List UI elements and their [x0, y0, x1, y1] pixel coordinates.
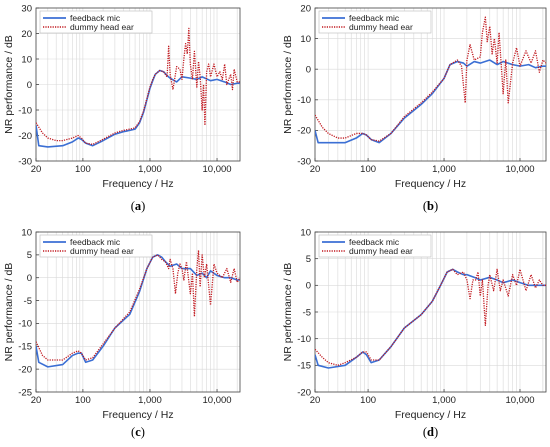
legend-box	[318, 10, 432, 34]
plot-frame	[35, 231, 241, 393]
legend-label: dummy head ear	[349, 22, 413, 32]
chart-panel-a: -30 -20 -10 0 10 20 30 20 100 1,000 10,000 Frequenc…	[3, 3, 241, 213]
x-tick-label: 1,000	[432, 395, 456, 406]
y-tick-label: -15	[297, 361, 311, 372]
legend-label: dummy head ear	[70, 246, 134, 256]
panel-label: (c)	[131, 425, 145, 439]
panel-letter: c	[135, 425, 141, 439]
y-tick-label: 5	[27, 250, 32, 261]
x-tick-label: 10,000	[203, 395, 232, 406]
y-tick-label: 0	[27, 273, 32, 284]
plot-frame	[314, 7, 547, 162]
x-tick-label: 20	[310, 395, 321, 406]
series-line-dummy-head-ear	[36, 27, 240, 146]
series-line-dummy-head-ear	[36, 249, 240, 361]
x-tick-label: 1,000	[138, 164, 162, 175]
x-axis-title: Frequency / Hz	[395, 409, 466, 421]
y-tick-label: -20	[18, 131, 32, 142]
y-tick-label: 0	[306, 65, 311, 76]
y-axis-title: NR performance / dB	[282, 35, 294, 134]
x-axis-title: Frequency / Hz	[102, 409, 173, 421]
y-tick-label: 10	[21, 54, 32, 65]
y-tick-label: -20	[18, 364, 32, 375]
x-tick-label: 100	[360, 164, 376, 175]
legend-label: feedback mic	[70, 13, 121, 23]
x-tick-label: 10,000	[505, 164, 534, 175]
legend-box	[39, 234, 153, 258]
panel-label: (d)	[423, 425, 438, 439]
y-axis-title: NR performance / dB	[282, 263, 294, 362]
x-tick-label: 100	[75, 395, 91, 406]
x-tick-label: 100	[360, 395, 376, 406]
y-tick-label: 0	[27, 80, 32, 91]
y-tick-label: -25	[18, 387, 32, 398]
legend-box	[318, 234, 432, 258]
y-tick-label: -20	[297, 126, 311, 137]
y-axis-title: NR performance / dB	[3, 35, 15, 134]
panel-letter: d	[427, 425, 434, 439]
y-tick-label: 10	[21, 227, 32, 238]
panel-letter: a	[135, 199, 142, 213]
x-axis-title: Frequency / Hz	[102, 178, 173, 190]
series-line-dummy-head-ear	[315, 16, 546, 142]
x-tick-label: 1,000	[432, 164, 456, 175]
y-tick-label: 5	[306, 254, 311, 265]
x-tick-label: 20	[31, 395, 42, 406]
x-tick-label: 100	[75, 164, 91, 175]
y-tick-label: -30	[297, 156, 311, 167]
legend-label: feedback mic	[349, 237, 400, 247]
legend-label: feedback mic	[349, 13, 400, 23]
x-tick-label: 20	[31, 164, 42, 175]
y-tick-label: 30	[21, 3, 32, 14]
legend-box	[39, 10, 153, 34]
y-tick-label: 10	[300, 34, 311, 45]
y-tick-label: 20	[21, 29, 32, 40]
x-tick-label: 10,000	[203, 164, 232, 175]
x-tick-label: 10,000	[505, 395, 534, 406]
x-tick-label: 1,000	[138, 395, 162, 406]
plot-area	[315, 8, 546, 161]
series-line-dummy-head-ear	[315, 268, 546, 366]
chart-panel-d: -20 -15 -10 -5 0 5 10 20 100 1,000 10,000 Frequency…	[282, 227, 547, 439]
y-tick-label: -30	[18, 156, 32, 167]
x-tick-label: 20	[310, 164, 321, 175]
y-tick-label: -10	[18, 319, 32, 330]
y-tick-label: 20	[300, 3, 311, 14]
y-tick-label: -10	[297, 334, 311, 345]
legend-label: dummy head ear	[70, 22, 134, 32]
y-axis-title: NR performance / dB	[3, 263, 15, 362]
legend-label: dummy head ear	[349, 246, 413, 256]
y-tick-label: -20	[297, 387, 311, 398]
series-line-feedback-mic	[36, 69, 240, 148]
y-tick-label: -15	[18, 342, 32, 353]
y-tick-label: -5	[303, 307, 311, 318]
y-tick-label: -10	[18, 105, 32, 116]
y-tick-label: 0	[306, 281, 311, 292]
series-line-feedback-mic	[315, 59, 546, 144]
chart-panel-c: -25 -20 -15 -10 -5 0 5 10 20 100 1,000 10,000 Freque…	[3, 227, 241, 439]
panel-label: (a)	[131, 199, 146, 213]
panel-letter: b	[427, 199, 434, 213]
y-tick-label: 10	[300, 227, 311, 238]
y-tick-label: -5	[24, 296, 32, 307]
series-line-feedback-mic	[36, 254, 240, 368]
legend-label: feedback mic	[70, 237, 121, 247]
y-tick-label: -10	[297, 95, 311, 106]
plot-area	[36, 232, 240, 392]
x-axis-title: Frequency / Hz	[395, 178, 466, 190]
chart-panel-b: -30 -20 -10 0 10 20 20 100 1,000 10,000 Frequency …	[282, 3, 547, 213]
panel-label: (b)	[423, 199, 438, 213]
